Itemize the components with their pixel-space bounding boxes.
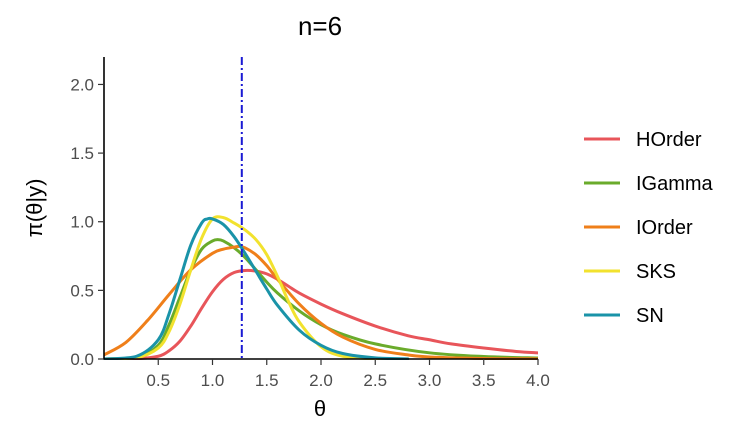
x-tick-label: 4.0 [526, 371, 550, 390]
y-axis-label: π(θ|y) [22, 179, 47, 238]
legend-label-sks: SKS [636, 261, 676, 283]
y-tick-label: 1.5 [70, 144, 94, 163]
x-tick-label: 1.0 [201, 371, 225, 390]
series-line-horder [104, 268, 538, 360]
legend-label-igamma: IGamma [636, 173, 714, 195]
y-axis-ticks: 0.0 0.5 1.0 1.5 2.0 [70, 75, 104, 369]
x-axis-label: θ [314, 396, 326, 421]
y-tick-label: 2.0 [70, 75, 94, 94]
y-tick-label: 1.0 [70, 213, 94, 232]
y-tick-label: 0.0 [70, 350, 94, 369]
series-line-sks [104, 215, 410, 360]
x-tick-label: 2.5 [363, 371, 387, 390]
x-axis-ticks: 0.5 1.0 1.5 2.0 2.5 3.0 3.5 4.0 [146, 359, 550, 390]
legend: HOrder IGamma IOrder SKS SN [584, 129, 714, 327]
legend-label-horder: HOrder [636, 129, 702, 151]
x-tick-label: 0.5 [146, 371, 170, 390]
x-tick-label: 3.0 [418, 371, 442, 390]
legend-label-sn: SN [636, 305, 664, 327]
series-line-igamma [104, 238, 538, 360]
legend-label-iorder: IOrder [636, 217, 693, 239]
series-line-iorder [104, 244, 538, 360]
series-line-sn [104, 216, 410, 360]
y-tick-label: 0.5 [70, 281, 94, 300]
series-layer [104, 215, 538, 360]
chart-title: n=6 [298, 11, 342, 41]
x-tick-label: 2.0 [309, 371, 333, 390]
x-tick-label: 3.5 [472, 371, 496, 390]
x-tick-label: 1.5 [255, 371, 279, 390]
